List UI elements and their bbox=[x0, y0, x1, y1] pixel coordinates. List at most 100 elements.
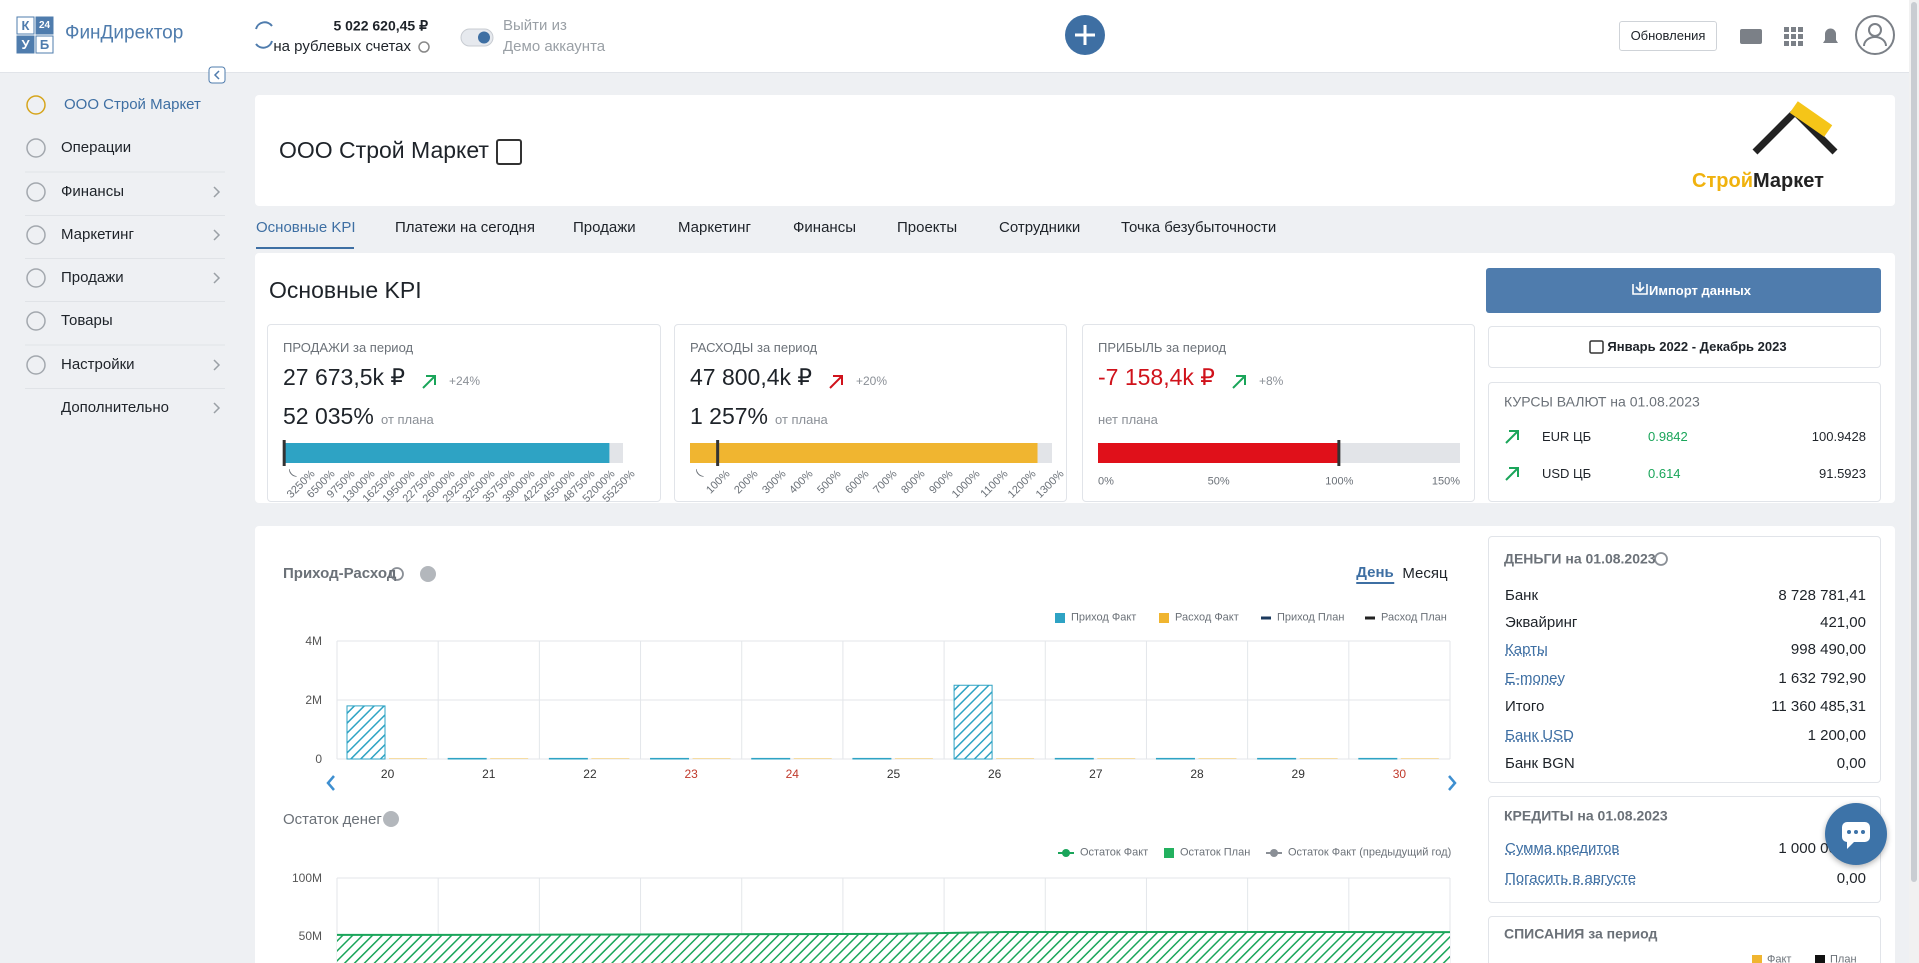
period-month[interactable]: Месяц bbox=[1402, 565, 1448, 582]
period-day[interactable]: День bbox=[1356, 564, 1394, 584]
logo-word: Маркет bbox=[1753, 170, 1824, 192]
row-name[interactable]: Сумма кредитов bbox=[1505, 840, 1620, 857]
help-icon bbox=[383, 811, 399, 827]
row-value: 1 632 792,90 bbox=[1778, 670, 1866, 687]
collapse-arrow bbox=[213, 70, 220, 80]
scale-label: 100% bbox=[1325, 475, 1354, 488]
kpi-change: +20% bbox=[856, 373, 888, 388]
kpi-plan: 1 257% bbox=[690, 403, 769, 430]
updates-button[interactable] bbox=[1619, 21, 1717, 51]
scrollbar-thumb bbox=[1911, 2, 1917, 882]
logo-letter: Б bbox=[39, 37, 50, 53]
tab[interactable]: Точка безубыточности bbox=[1121, 219, 1277, 236]
tab[interactable]: Сотрудники bbox=[999, 219, 1081, 236]
area-line bbox=[337, 930, 1451, 936]
sidebar-item[interactable]: Настройки bbox=[61, 356, 135, 373]
row-value: 998 490,00 bbox=[1790, 641, 1866, 658]
logo-cell bbox=[35, 35, 54, 54]
scale-label: 0% bbox=[1098, 475, 1114, 488]
apps-icon bbox=[1798, 27, 1803, 32]
add-plus bbox=[1075, 25, 1095, 45]
import-button[interactable] bbox=[1486, 268, 1881, 313]
kpi-plan-label: от плана bbox=[775, 412, 828, 428]
logo-letter: К bbox=[21, 18, 30, 34]
company-card bbox=[255, 95, 1895, 206]
kpi-caption-suffix: за период bbox=[353, 340, 414, 356]
row-name[interactable]: Банк USD bbox=[1505, 727, 1574, 744]
kpi-card bbox=[674, 324, 1067, 502]
company-name: ООО Строй Маркет bbox=[279, 137, 489, 164]
scale-label: 50% bbox=[1207, 475, 1230, 488]
bar bbox=[1257, 757, 1297, 760]
sidebar-item[interactable]: ООО Строй Маркет bbox=[64, 96, 201, 113]
tab[interactable]: Финансы bbox=[793, 219, 856, 236]
chart-title: Приход-Расход bbox=[283, 565, 397, 582]
x-tick-label: 21 bbox=[482, 766, 496, 781]
apps-icon bbox=[1784, 27, 1789, 32]
chevron bbox=[213, 402, 221, 414]
sidebar-item[interactable]: Дополнительно bbox=[61, 399, 169, 416]
prev-arrow bbox=[326, 775, 335, 791]
y-tick-label: 0 bbox=[315, 751, 322, 766]
import-label[interactable]: Импорт данных bbox=[1648, 283, 1752, 299]
legend-swatch bbox=[1752, 955, 1762, 963]
kpi-caption-suffix: за период bbox=[757, 340, 818, 356]
credits-title: КРЕДИТЫ на 01.08.2023 bbox=[1504, 807, 1668, 824]
progress-fill bbox=[283, 443, 610, 463]
row-value: 0,00 bbox=[1836, 755, 1866, 772]
tab[interactable]: Платежи на сегодня bbox=[395, 219, 535, 236]
trend-arrow bbox=[829, 375, 843, 389]
rate-change: 0.614 bbox=[1648, 466, 1681, 482]
row-name: Эквайринг bbox=[1505, 614, 1578, 631]
legend-label: Расход Факт bbox=[1175, 611, 1239, 624]
rate-arrow bbox=[1505, 430, 1519, 444]
tab[interactable]: Маркетинг bbox=[678, 219, 751, 236]
area-fill bbox=[337, 931, 1450, 963]
settings-icon bbox=[390, 567, 404, 581]
updates-label[interactable]: Обновления bbox=[1630, 28, 1706, 44]
toggle-knob bbox=[478, 31, 490, 44]
tab[interactable]: Продажи bbox=[573, 219, 636, 236]
logo-cell bbox=[16, 35, 35, 54]
download-icon bbox=[1632, 282, 1648, 295]
credits-box bbox=[1488, 796, 1881, 903]
briefcase-icon bbox=[1740, 29, 1762, 44]
plan-marker bbox=[282, 440, 286, 466]
tab[interactable]: Основные KPI bbox=[256, 219, 356, 236]
sidebar-item[interactable]: Маркетинг bbox=[61, 226, 134, 243]
apps-icon bbox=[1791, 27, 1796, 32]
kpi-change: +8% bbox=[1259, 373, 1284, 388]
bar bbox=[447, 757, 487, 760]
row-name[interactable]: Карты bbox=[1505, 641, 1548, 658]
chart-title: Остаток денег bbox=[283, 811, 382, 828]
sidebar-item[interactable]: Товары bbox=[61, 312, 113, 329]
y-tick-label: 100M bbox=[291, 870, 322, 885]
chevron bbox=[213, 229, 221, 241]
sidebar-item[interactable]: Продажи bbox=[61, 269, 124, 286]
sidebar-item[interactable]: Финансы bbox=[61, 183, 124, 200]
trend-arrow bbox=[1232, 375, 1246, 389]
chat-icon bbox=[1842, 822, 1870, 849]
bar bbox=[650, 757, 690, 760]
sidebar-icon bbox=[26, 268, 46, 288]
kpi-plan-label: нет плана bbox=[1098, 412, 1158, 428]
rates-title: КУРСЫ ВАЛЮТ на 01.08.2023 bbox=[1504, 393, 1700, 410]
legend-label: Остаток Факт (предыдущий год) bbox=[1288, 846, 1452, 859]
date-range[interactable] bbox=[1488, 326, 1881, 368]
row-name: Итого bbox=[1505, 698, 1545, 715]
row-name: Банк BGN bbox=[1505, 755, 1575, 772]
row-name[interactable]: E-money bbox=[1505, 670, 1566, 687]
period-label[interactable]: Январь 2022 - Декабрь 2023 bbox=[1607, 339, 1787, 355]
legend-swatch bbox=[1261, 616, 1271, 620]
sidebar-item[interactable]: Операции bbox=[61, 139, 132, 156]
row-name[interactable]: Погасить в августе bbox=[1505, 870, 1637, 887]
tab[interactable]: Проекты bbox=[897, 219, 958, 236]
logo-cell bbox=[35, 16, 54, 35]
settings-icon bbox=[1654, 552, 1668, 566]
rate-name: USD ЦБ bbox=[1542, 466, 1592, 482]
apps-icon bbox=[1791, 41, 1796, 46]
legend-swatch bbox=[1815, 955, 1825, 963]
chat-button[interactable] bbox=[1825, 803, 1887, 865]
